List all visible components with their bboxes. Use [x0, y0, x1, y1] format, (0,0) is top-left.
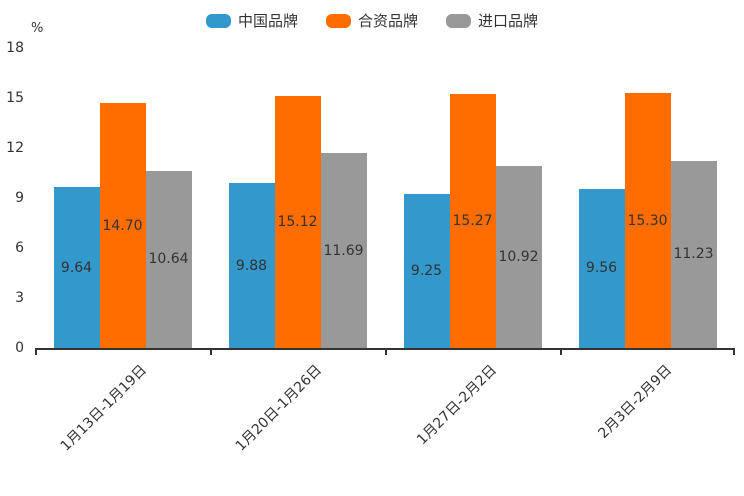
legend-marker-icon	[325, 13, 351, 28]
bar-value-label: 10.64	[148, 251, 189, 268]
bar-value-label: 10.92	[498, 249, 539, 265]
x-category-label: 1月13日-1月19日	[57, 362, 150, 455]
bar-value-label: 15.12	[277, 214, 318, 230]
y-tick-label: 12	[6, 140, 24, 156]
bar-value-label: 15.27	[452, 212, 493, 229]
legend-label: 中国品牌	[237, 12, 298, 30]
x-category-label: 1月20日-1月26日	[232, 362, 325, 455]
bar-series1-cat3[interactable]: 9.25	[403, 193, 450, 348]
bar-series3-cat3[interactable]: 10.92	[495, 166, 542, 348]
legend-item-series1[interactable]: 中国品牌	[205, 10, 298, 31]
bar-value-label: 9.25	[410, 262, 443, 279]
bar-value-label: 11.23	[673, 246, 714, 263]
x-category-label: 1月27日-2月2日	[413, 362, 500, 449]
x-axis-tick	[35, 348, 37, 355]
bar-series1-cat1[interactable]: 9.64	[53, 187, 100, 348]
bar-value-label: 9.64	[60, 259, 93, 276]
y-axis-unit-label: %	[31, 21, 44, 36]
legend-label: 进口品牌	[478, 12, 539, 30]
bar-series2-cat2[interactable]: 15.12	[274, 96, 321, 348]
y-tick-label: 9	[15, 190, 24, 206]
legend-marker-icon	[446, 13, 471, 28]
bar-value-label: 14.70	[102, 217, 143, 234]
bar-value-label: 9.88	[235, 257, 268, 274]
y-tick-label: 15	[6, 90, 24, 106]
y-tick-label: 18	[6, 40, 24, 56]
bar-series2-cat3[interactable]: 15.27	[449, 93, 496, 348]
y-tick-label: 3	[15, 290, 24, 306]
x-axis-tick	[385, 348, 387, 355]
y-tick-label: 6	[15, 240, 24, 256]
legend-item-series2[interactable]: 合资品牌	[325, 10, 418, 31]
bar-series3-cat2[interactable]: 11.69	[320, 153, 367, 348]
y-tick-label: 0	[15, 340, 24, 356]
bar-value-label: 15.30	[627, 212, 668, 229]
x-axis-tick	[733, 348, 735, 355]
legend-marker-icon	[205, 13, 231, 28]
bar-series1-cat4[interactable]: 9.56	[578, 188, 625, 348]
bar-series2-cat1[interactable]: 14.70	[99, 103, 146, 348]
x-axis-tick	[560, 348, 562, 355]
bar-series2-cat4[interactable]: 15.30	[624, 93, 671, 348]
bar-value-label: 9.56	[585, 260, 618, 277]
legend-item-series3[interactable]: 进口品牌	[446, 10, 538, 31]
bar-value-label: 11.69	[323, 242, 364, 259]
x-category-label: 2月3日-2月9日	[595, 362, 675, 442]
chart-legend: 中国品牌 合资品牌 进口品牌	[0, 10, 744, 31]
x-axis-tick	[210, 348, 212, 355]
legend-label: 合资品牌	[357, 12, 418, 30]
bar-series3-cat4[interactable]: 11.23	[670, 160, 717, 348]
bar-series1-cat2[interactable]: 9.88	[228, 183, 275, 348]
bar-series3-cat1[interactable]: 10.64	[145, 170, 192, 348]
plot-area: 9.64 14.70 10.64 9.88 15.12 11.69 9.25 15.27 10.…	[35, 48, 735, 355]
